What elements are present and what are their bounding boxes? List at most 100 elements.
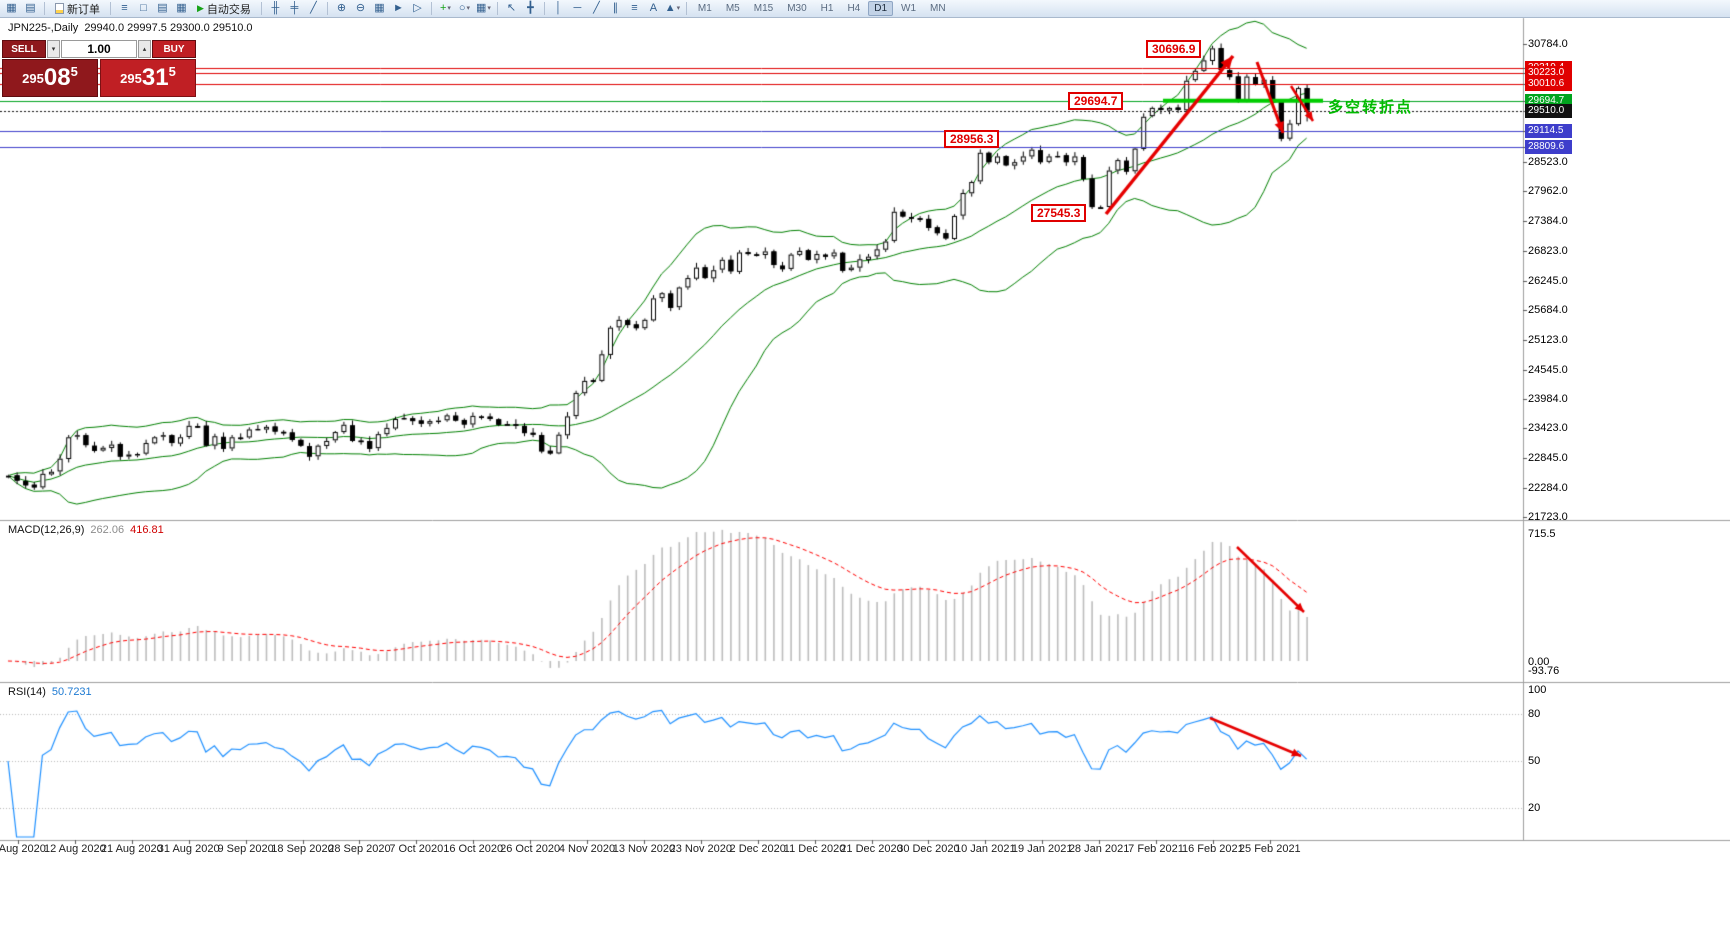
toolbar-separator — [685, 2, 687, 15]
macd-scale-label: 715.5 — [1528, 528, 1556, 540]
indicators-icon[interactable]: + ▾ — [439, 2, 451, 14]
date-label: 12 Aug 2020 — [43, 843, 106, 855]
toolbar-separator — [44, 2, 45, 15]
zoom-out-icon[interactable]: ⊖ — [355, 2, 366, 14]
chart-list-icon[interactable]: ▤ — [25, 2, 36, 14]
ohlc-label: 29940.0 29997.5 29300.0 29510.0 — [84, 22, 253, 34]
tf-m5[interactable]: M5 — [725, 3, 740, 14]
auto-trading-button[interactable]: ▶ 自动交易 — [192, 1, 256, 17]
macd-name: MACD(12,26,9) — [8, 524, 85, 536]
symbol-period-label: JPN225-,Daily — [8, 22, 79, 34]
auto-trading-button-label: 自动交易 — [206, 3, 251, 16]
rsi-scale-label: 80 — [1528, 707, 1541, 720]
new-order-button[interactable]: 新订单 — [50, 1, 105, 17]
date-label: 19 Jan 2021 — [1011, 843, 1073, 855]
autotrade-play-icon: ▶ — [197, 3, 204, 13]
date-label: 16 Oct 2020 — [443, 843, 504, 855]
data-window-icon[interactable]: □ — [140, 2, 147, 14]
new-order-button-label: 新订单 — [67, 3, 100, 16]
price-axis-label: 30784.0 — [1528, 38, 1568, 50]
date-label: 26 Oct 2020 — [500, 843, 561, 855]
macd-indicator-label: MACD(12,26,9) 262.06 416.81 — [8, 524, 164, 536]
date-label: 31 Aug 2020 — [157, 843, 220, 855]
tf-w1[interactable]: W1 — [901, 3, 917, 14]
new-chart-icon[interactable]: ▦ — [6, 2, 17, 14]
date-label: 5 Aug 2020 — [0, 843, 46, 855]
arrows-icon[interactable]: ▲ ▾ — [664, 2, 681, 14]
price-axis-flag: 28809.6 — [1525, 140, 1572, 155]
market-watch-icon[interactable]: ≡ — [121, 2, 128, 14]
buy-price-panel[interactable]: 295 31 5 — [100, 59, 196, 97]
text-icon[interactable]: A — [649, 2, 658, 14]
tf-h4[interactable]: H4 — [847, 3, 861, 14]
toolbar-separator — [326, 2, 328, 15]
tf-m15[interactable]: M15 — [753, 3, 774, 14]
rsi-indicator-label: RSI(14) 50.7231 — [8, 686, 92, 698]
sell-price-big: 08 — [43, 64, 71, 91]
templates-icon[interactable]: ▦ ▾ — [475, 2, 491, 14]
tile-windows-icon[interactable]: ▦ — [374, 2, 385, 14]
zoom-in-icon[interactable]: ⊕ — [336, 2, 347, 14]
price-axis-label: 23984.0 — [1528, 392, 1568, 405]
price-axis-label: 27384.0 — [1528, 215, 1568, 228]
crosshair-icon[interactable]: ╋ — [527, 2, 534, 14]
price-axis-label: 28523.0 — [1528, 156, 1568, 169]
fibonacci-icon[interactable]: ≡ — [631, 2, 638, 14]
volume-increase-spinner[interactable]: ▴ — [138, 40, 151, 58]
templates-icon-caret[interactable]: ▾ — [487, 5, 491, 12]
date-label: 11 Dec 2020 — [783, 843, 846, 855]
chart-info: JPN225-,Daily 29940.0 29997.5 29300.0 295… — [8, 22, 259, 34]
buy-price-big: 31 — [141, 64, 169, 91]
toolbar-separator — [430, 2, 432, 15]
price-axis-flag: 30223.0 — [1525, 66, 1572, 81]
toolbar-separator — [110, 2, 111, 15]
tf-mn[interactable]: MN — [930, 3, 946, 14]
channel-icon[interactable]: ∥ — [612, 2, 619, 14]
date-label: 13 Nov 2020 — [612, 843, 676, 855]
price-axis-label: 21723.0 — [1528, 511, 1568, 523]
navigator-icon[interactable]: ▤ — [157, 2, 168, 14]
date-label: 21 Dec 2020 — [840, 843, 903, 855]
volume-decrease-spinner[interactable]: ▾ — [47, 40, 60, 58]
sell-price-sup: 5 — [70, 63, 78, 79]
date-label: 23 Nov 2020 — [669, 843, 732, 855]
buy-button[interactable]: BUY — [152, 40, 196, 58]
volume-input[interactable] — [61, 40, 137, 58]
trendline-icon[interactable]: ╱ — [593, 2, 600, 14]
horizontal-line-icon[interactable]: ─ — [573, 2, 582, 14]
vertical-line-icon[interactable]: │ — [554, 2, 562, 14]
periods-icon[interactable]: ○ ▾ — [458, 2, 470, 14]
bar-chart-icon[interactable]: ╫ — [271, 2, 280, 14]
tf-m1[interactable]: M1 — [697, 3, 712, 14]
tf-h1[interactable]: H1 — [820, 3, 834, 14]
price-axis-label: 22284.0 — [1528, 481, 1568, 494]
tf-d1[interactable]: D1 — [868, 1, 894, 16]
periods-icon-caret[interactable]: ▾ — [466, 5, 470, 12]
rsi-value: 50.7231 — [51, 686, 92, 698]
terminal-icon[interactable]: ▦ — [176, 2, 187, 14]
candlestick-chart-icon[interactable]: ╪ — [290, 2, 299, 14]
cursor-icon[interactable]: ↖ — [506, 2, 517, 14]
low-price-flag: 27545.3 — [1031, 204, 1087, 223]
date-label: 10 Jan 2021 — [955, 843, 1016, 855]
tf-m30[interactable]: M30 — [787, 3, 807, 14]
buy-price-pre: 295 — [120, 70, 142, 86]
toolbar-separator — [260, 2, 262, 15]
price-axis-label: 25123.0 — [1528, 333, 1568, 346]
date-label: 30 Dec 2020 — [897, 843, 960, 855]
indicators-icon-caret[interactable]: ▾ — [447, 5, 451, 12]
chart-shift-icon[interactable]: ▷ — [413, 2, 422, 14]
auto-scroll-icon[interactable]: ► — [392, 2, 404, 14]
line-chart-icon[interactable]: ╱ — [310, 2, 317, 14]
date-label: 28 Sep 2020 — [328, 843, 391, 855]
toolbar: ▦ ▤ 新订单 ≡ □ ▤ ▦ ▶ 自动交易 ╫ ╪ ╱ ⊕ ⊖ ▦ ► ▷ + ▾ ○ ▾ ▦ ▾ ↖ ╋ │ ─ ╱ ∥ ≡ A ▲ ▾ M1… — [0, 0, 1730, 18]
sell-price-panel[interactable]: 295 08 5 — [2, 59, 98, 97]
rsi-scale-label: 50 — [1528, 755, 1541, 767]
date-label: 2 Dec 2020 — [729, 843, 786, 855]
arrows-icon-caret[interactable]: ▾ — [676, 5, 681, 12]
sell-button[interactable]: SELL — [2, 40, 46, 58]
price-axis-label: 25684.0 — [1528, 304, 1568, 317]
date-label: 21 Aug 2020 — [100, 843, 163, 855]
toolbar-separator — [496, 2, 498, 15]
